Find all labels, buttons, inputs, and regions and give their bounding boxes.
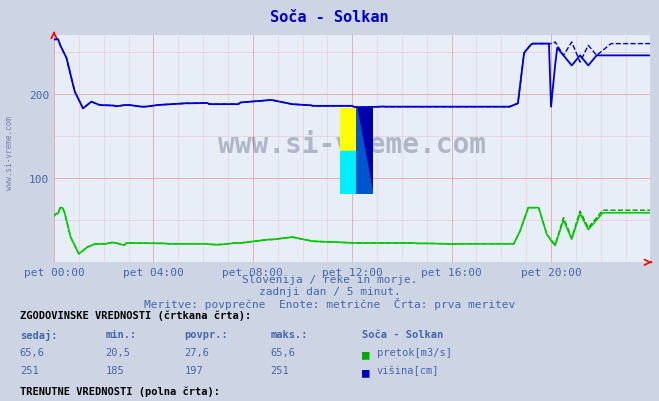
Text: zadnji dan / 5 minut.: zadnji dan / 5 minut. [258, 286, 401, 296]
Bar [340, 152, 357, 195]
Text: www.si-vreme.com: www.si-vreme.com [5, 115, 14, 189]
Text: 185: 185 [105, 365, 124, 375]
Text: Soča - Solkan: Soča - Solkan [362, 329, 444, 339]
Polygon shape [357, 109, 373, 195]
Text: 65,6: 65,6 [270, 347, 295, 357]
Text: www.si-vreme.com: www.si-vreme.com [218, 131, 486, 159]
Text: 20,5: 20,5 [105, 347, 130, 357]
Text: sedaj:: sedaj: [20, 329, 57, 340]
Text: 27,6: 27,6 [185, 347, 210, 357]
Text: Soča - Solkan: Soča - Solkan [270, 10, 389, 25]
Text: povpr.:: povpr.: [185, 329, 228, 339]
Text: ZGODOVINSKE VREDNOSTI (črtkana črta):: ZGODOVINSKE VREDNOSTI (črtkana črta): [20, 310, 251, 320]
Text: ■: ■ [362, 347, 370, 360]
Text: 197: 197 [185, 365, 203, 375]
Text: 251: 251 [270, 365, 289, 375]
Text: maks.:: maks.: [270, 329, 308, 339]
Text: min.:: min.: [105, 329, 136, 339]
Text: višina[cm]: višina[cm] [377, 365, 440, 375]
Polygon shape [357, 109, 373, 195]
Text: 251: 251 [20, 365, 38, 375]
Text: TRENUTNE VREDNOSTI (polna črta):: TRENUTNE VREDNOSTI (polna črta): [20, 386, 219, 396]
Text: ■: ■ [362, 365, 370, 378]
Text: pretok[m3/s]: pretok[m3/s] [377, 347, 452, 357]
Bar [340, 109, 357, 152]
Text: 65,6: 65,6 [20, 347, 45, 357]
Text: Slovenija / reke in morje.: Slovenija / reke in morje. [242, 275, 417, 285]
Text: Meritve: povprečne  Enote: metrične  Črta: prva meritev: Meritve: povprečne Enote: metrične Črta:… [144, 297, 515, 309]
